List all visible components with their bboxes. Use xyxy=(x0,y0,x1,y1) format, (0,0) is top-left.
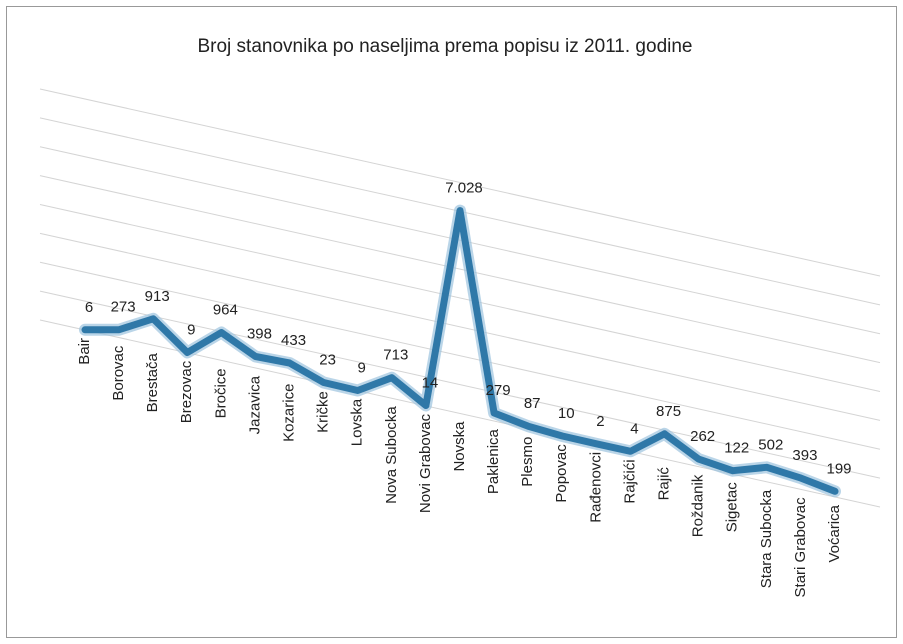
x-tick-label: Bair xyxy=(76,338,93,365)
x-tick-label: Voćarica xyxy=(826,504,843,562)
data-label: 398 xyxy=(247,325,272,342)
data-label: 713 xyxy=(383,347,408,364)
x-tick-label: Stari Grabovac xyxy=(792,497,809,598)
line xyxy=(81,207,839,495)
data-label: 262 xyxy=(690,428,715,445)
x-tick-label: Bročice xyxy=(212,368,229,418)
x-tick-label: Brezovac xyxy=(178,360,195,423)
x-tick-label: Nova Subocka xyxy=(383,406,400,504)
x-tick-label: Paklenica xyxy=(485,428,502,494)
data-label: 433 xyxy=(281,332,306,349)
x-tick-label: Roždanik xyxy=(690,474,707,537)
data-label: 4 xyxy=(630,420,638,437)
x-tick-label: Brestača xyxy=(144,353,161,413)
chart-title: Broj stanovnika po naseljima prema popis… xyxy=(197,36,692,57)
data-label: 6 xyxy=(85,299,93,316)
data-label: 87 xyxy=(524,395,541,412)
x-tick-label: Novi Grabovac xyxy=(417,413,434,513)
data-label: 393 xyxy=(792,447,817,464)
data-label: 122 xyxy=(724,440,749,457)
x-tick-label: Rajčići xyxy=(621,459,638,503)
grid-line xyxy=(39,175,881,364)
data-label: 199 xyxy=(826,460,851,477)
data-label: 2 xyxy=(596,413,604,430)
x-tick-label: Borovac xyxy=(110,345,127,401)
data-label: 913 xyxy=(145,288,170,305)
x-tick-label: Stara Subocka xyxy=(758,489,775,588)
x-tick-label: Popovac xyxy=(553,444,570,503)
x-tick-label: Sigetac xyxy=(724,482,741,533)
x-tick-label: Rađenovci xyxy=(587,452,604,523)
grid-line xyxy=(39,203,881,393)
x-tick-label: Rajić xyxy=(656,467,673,501)
data-label: 279 xyxy=(486,382,511,399)
data-label: 9 xyxy=(187,322,195,339)
x-tick-label: Plesmo xyxy=(519,437,536,487)
data-label: 7.028 xyxy=(445,180,483,197)
grid-line xyxy=(39,88,881,277)
x-tick-label: Jazavica xyxy=(246,375,263,434)
data-label: 964 xyxy=(213,302,238,319)
data-label: 14 xyxy=(422,375,439,392)
grid-line xyxy=(39,232,881,421)
data-label: 23 xyxy=(319,351,336,368)
data-label: 875 xyxy=(656,403,681,420)
data-label: 9 xyxy=(358,359,366,376)
x-tick-label: Novska xyxy=(451,421,468,472)
x-tick-label: Kričke xyxy=(315,391,332,433)
grid-line xyxy=(39,261,881,450)
data-label: 10 xyxy=(558,405,575,422)
grid-line xyxy=(39,290,881,479)
x-tick-label: Kozarice xyxy=(281,384,298,442)
data-label: 273 xyxy=(111,299,136,316)
data-label: 502 xyxy=(758,436,783,453)
x-tick-label: Lovska xyxy=(349,398,366,446)
